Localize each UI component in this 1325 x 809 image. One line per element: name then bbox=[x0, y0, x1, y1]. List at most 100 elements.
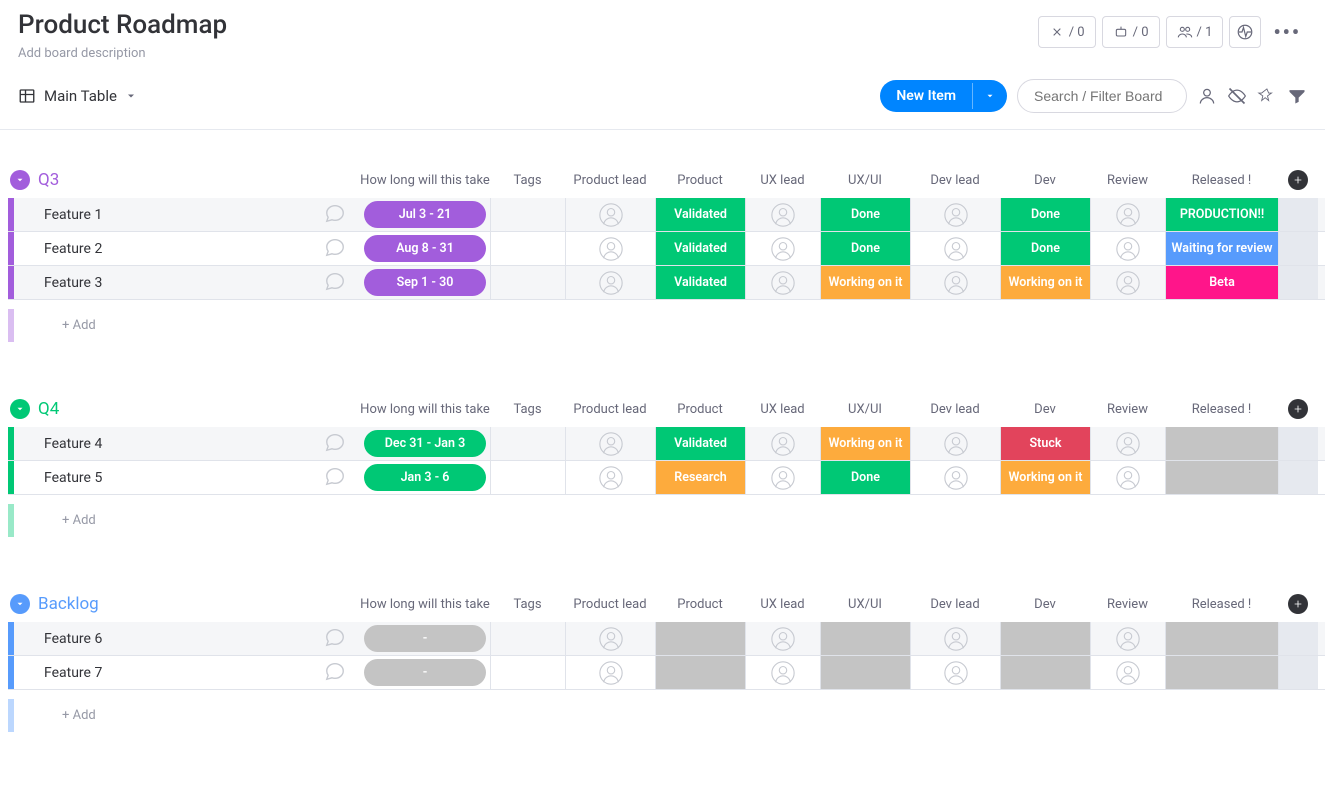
status-cell[interactable]: Validated bbox=[656, 266, 745, 299]
column-header[interactable]: UX/UI bbox=[820, 402, 910, 417]
tags-cell[interactable] bbox=[490, 266, 565, 299]
column-header[interactable]: UX/UI bbox=[820, 173, 910, 188]
timeline-pill[interactable]: - bbox=[364, 625, 486, 652]
column-header[interactable]: Review bbox=[1090, 597, 1165, 612]
timeline-pill[interactable]: Dec 31 - Jan 3 bbox=[364, 430, 486, 457]
column-header[interactable]: Tags bbox=[490, 597, 565, 612]
status-cell[interactable]: Done bbox=[1001, 232, 1090, 265]
column-header[interactable]: Tags bbox=[490, 173, 565, 188]
add-column-button[interactable] bbox=[1288, 594, 1308, 614]
tags-cell[interactable] bbox=[490, 427, 565, 460]
column-header[interactable]: Dev bbox=[1000, 173, 1090, 188]
status-cell[interactable] bbox=[1166, 427, 1278, 460]
ux-lead-cell[interactable] bbox=[745, 427, 820, 460]
filter-icon[interactable] bbox=[1287, 86, 1307, 106]
status-cell[interactable] bbox=[1166, 622, 1278, 655]
dev-lead-cell[interactable] bbox=[910, 266, 1000, 299]
tags-cell[interactable] bbox=[490, 232, 565, 265]
status-cell[interactable]: Validated bbox=[656, 198, 745, 231]
timeline-pill[interactable]: - bbox=[364, 659, 486, 686]
activity-button[interactable] bbox=[1229, 16, 1261, 48]
dev-lead-cell[interactable] bbox=[910, 622, 1000, 655]
status-cell[interactable]: Done bbox=[821, 461, 910, 494]
status-cell[interactable]: Done bbox=[821, 198, 910, 231]
column-header[interactable]: Review bbox=[1090, 173, 1165, 188]
product-lead-cell[interactable] bbox=[565, 232, 655, 265]
column-header[interactable]: Product bbox=[655, 173, 745, 188]
group-title[interactable]: Q4 bbox=[38, 399, 59, 419]
tags-cell[interactable] bbox=[490, 622, 565, 655]
column-header[interactable]: Released ! bbox=[1165, 173, 1278, 188]
add-item-row[interactable]: + Add bbox=[8, 690, 1325, 741]
conversation-icon[interactable] bbox=[324, 431, 346, 457]
status-cell[interactable]: Validated bbox=[656, 427, 745, 460]
timeline-pill[interactable]: Sep 1 - 30 bbox=[364, 269, 486, 296]
column-header[interactable]: Review bbox=[1090, 402, 1165, 417]
status-cell[interactable]: Working on it bbox=[1001, 461, 1090, 494]
timeline-pill[interactable]: Aug 8 - 31 bbox=[364, 235, 486, 262]
group-title[interactable]: Backlog bbox=[38, 594, 99, 614]
conversation-icon[interactable] bbox=[324, 465, 346, 491]
column-header[interactable]: Dev lead bbox=[910, 402, 1000, 417]
status-cell[interactable] bbox=[656, 622, 745, 655]
review-cell[interactable] bbox=[1090, 427, 1165, 460]
item-name[interactable]: Feature 4 bbox=[34, 436, 324, 452]
review-cell[interactable] bbox=[1090, 622, 1165, 655]
timeline-pill[interactable]: Jan 3 - 6 bbox=[364, 464, 486, 491]
product-lead-cell[interactable] bbox=[565, 622, 655, 655]
column-header[interactable]: How long will this take bbox=[360, 597, 490, 612]
add-item-row[interactable]: + Add bbox=[8, 300, 1325, 351]
conversation-icon[interactable] bbox=[324, 202, 346, 228]
item-name[interactable]: Feature 7 bbox=[34, 665, 324, 681]
item-name[interactable]: Feature 6 bbox=[34, 631, 324, 647]
ux-lead-cell[interactable] bbox=[745, 461, 820, 494]
tags-cell[interactable] bbox=[490, 198, 565, 231]
review-cell[interactable] bbox=[1090, 656, 1165, 689]
status-cell[interactable] bbox=[821, 622, 910, 655]
board-description[interactable]: Add board description bbox=[18, 46, 227, 61]
column-header[interactable]: Product lead bbox=[565, 402, 655, 417]
review-cell[interactable] bbox=[1090, 461, 1165, 494]
column-header[interactable]: Product bbox=[655, 402, 745, 417]
conversation-icon[interactable] bbox=[324, 236, 346, 262]
dev-lead-cell[interactable] bbox=[910, 461, 1000, 494]
conversation-icon[interactable] bbox=[324, 660, 346, 686]
status-cell[interactable]: Working on it bbox=[821, 427, 910, 460]
main-table-view-tab[interactable]: Main Table bbox=[18, 87, 137, 105]
search-input[interactable] bbox=[1017, 79, 1187, 113]
group-collapse-toggle[interactable] bbox=[10, 594, 30, 614]
item-name[interactable]: Feature 3 bbox=[34, 275, 324, 291]
automations-button[interactable]: / 0 bbox=[1102, 16, 1160, 48]
dev-lead-cell[interactable] bbox=[910, 427, 1000, 460]
conversation-icon[interactable] bbox=[324, 270, 346, 296]
ux-lead-cell[interactable] bbox=[745, 622, 820, 655]
conversation-icon[interactable] bbox=[324, 626, 346, 652]
group-collapse-toggle[interactable] bbox=[10, 399, 30, 419]
status-cell[interactable] bbox=[1166, 656, 1278, 689]
status-cell[interactable]: Waiting for review bbox=[1166, 232, 1278, 265]
ux-lead-cell[interactable] bbox=[745, 232, 820, 265]
timeline-pill[interactable]: Jul 3 - 21 bbox=[364, 201, 486, 228]
item-name[interactable]: Feature 1 bbox=[34, 207, 324, 223]
product-lead-cell[interactable] bbox=[565, 198, 655, 231]
column-header[interactable]: UX lead bbox=[745, 402, 820, 417]
review-cell[interactable] bbox=[1090, 198, 1165, 231]
dev-lead-cell[interactable] bbox=[910, 198, 1000, 231]
group-title[interactable]: Q3 bbox=[38, 170, 59, 190]
add-column-button[interactable] bbox=[1288, 170, 1308, 190]
product-lead-cell[interactable] bbox=[565, 266, 655, 299]
column-header[interactable]: Dev lead bbox=[910, 173, 1000, 188]
column-header[interactable]: Released ! bbox=[1165, 402, 1278, 417]
column-header[interactable]: Product lead bbox=[565, 173, 655, 188]
column-header[interactable]: UX lead bbox=[745, 597, 820, 612]
status-cell[interactable]: Research bbox=[656, 461, 745, 494]
ux-lead-cell[interactable] bbox=[745, 198, 820, 231]
column-header[interactable]: Tags bbox=[490, 402, 565, 417]
status-cell[interactable]: Done bbox=[1001, 198, 1090, 231]
person-filter-icon[interactable] bbox=[1197, 86, 1217, 106]
column-header[interactable]: How long will this take bbox=[360, 402, 490, 417]
status-cell[interactable] bbox=[1001, 656, 1090, 689]
status-cell[interactable]: Working on it bbox=[821, 266, 910, 299]
dev-lead-cell[interactable] bbox=[910, 656, 1000, 689]
column-header[interactable]: How long will this take bbox=[360, 173, 490, 188]
